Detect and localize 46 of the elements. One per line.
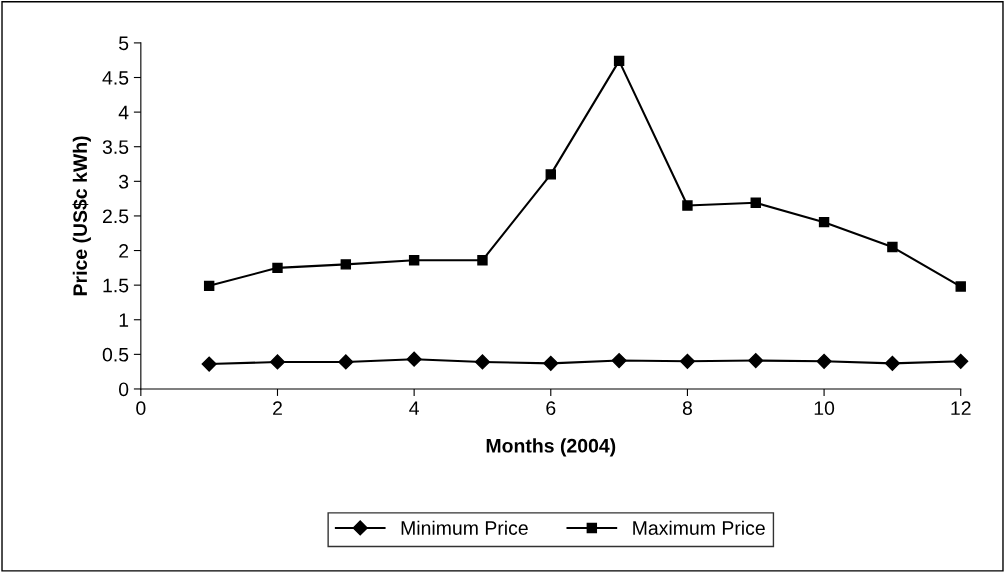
point [474,354,491,370]
y-tick-label: 5 [119,36,129,51]
point [272,262,283,274]
point [611,353,627,369]
y-tick-label: 1.5 [103,278,129,293]
point [408,255,420,266]
point [201,356,217,372]
point [955,281,966,292]
y-tick-label: 3.5 [102,140,129,154]
y-tick-label: 0.5 [102,347,129,362]
point [406,351,422,367]
x-tick-label: 0 [136,401,146,416]
point [679,353,696,369]
point [477,255,488,266]
x-tick-label: 8 [682,401,692,416]
point [338,354,354,370]
x-tick-label: 6 [546,401,556,416]
point [269,354,286,370]
y-tick-label: 2.5 [102,209,129,224]
point [750,197,761,208]
point [887,241,898,253]
point [816,353,832,369]
y-axis-title: Price (US$c kWh) [72,136,91,296]
point [953,353,969,369]
y-tick-label: 2 [119,244,129,258]
point [340,259,352,270]
x-tick-label: 2 [273,401,282,415]
point [545,169,556,180]
point [543,355,559,371]
x-tick-label: 10 [814,401,835,416]
y-tick-label: 0 [118,382,129,397]
point [884,355,900,371]
y-tick-label: 4.5 [102,71,129,85]
y-tick-label: 4 [118,105,129,120]
y-tick-label: 3 [118,174,129,189]
point [203,280,215,292]
legend-label: Maximum Price [633,520,765,535]
x-axis-title: Months (2004) [486,438,616,457]
point [613,55,625,67]
point [682,200,693,211]
x-tick-label: 12 [951,401,971,415]
legend-label: Minimum Price [401,520,528,535]
point [818,216,830,228]
x-tick-label: 4 [409,401,419,415]
y-tick-label: 1 [119,313,129,327]
point [748,353,764,369]
